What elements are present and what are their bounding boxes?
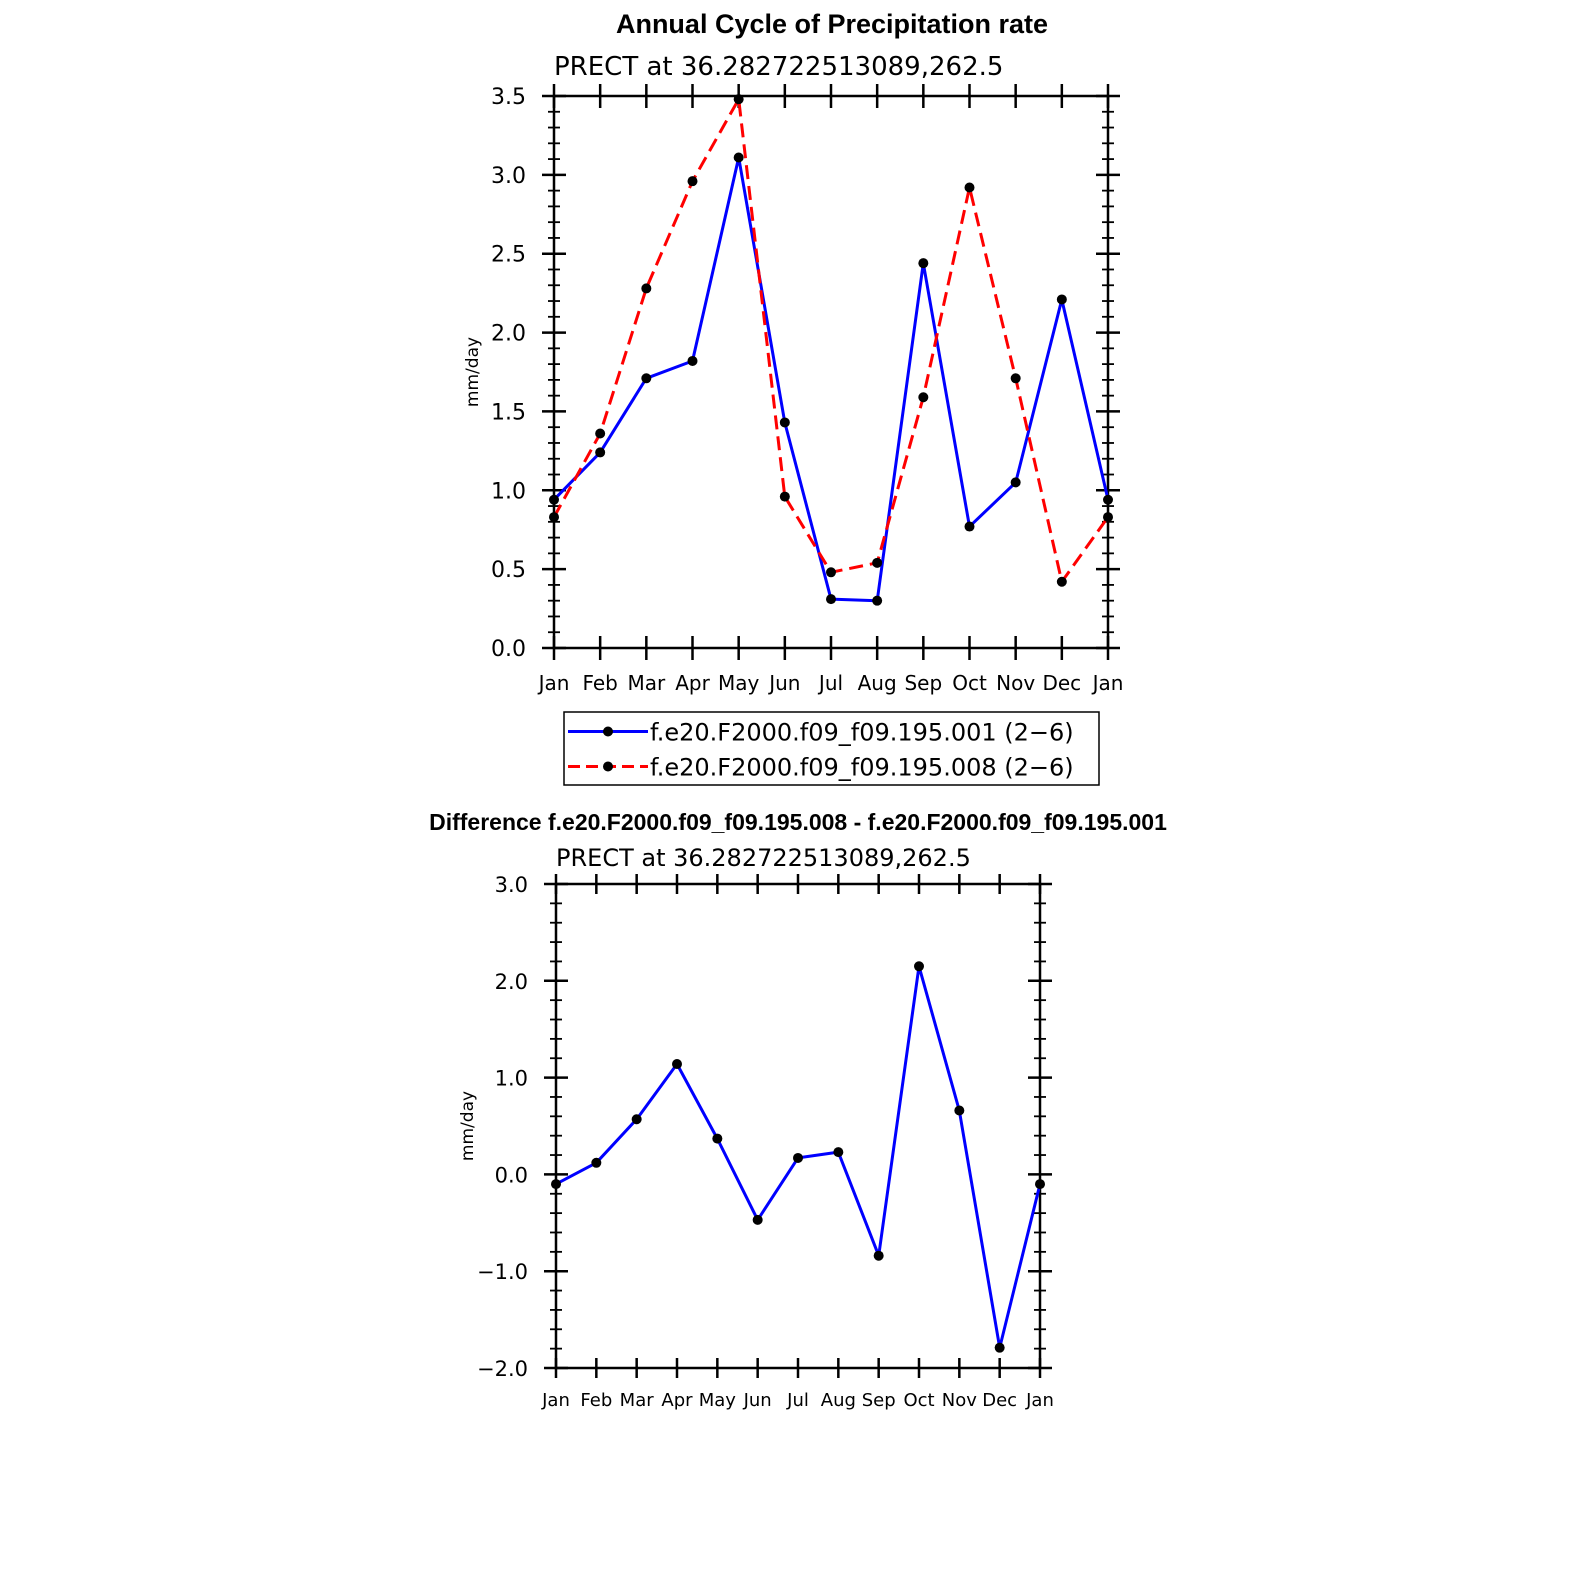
data-point: [733, 94, 744, 105]
data-point: [631, 1114, 642, 1125]
data-point: [752, 1214, 763, 1225]
data-point: [779, 417, 790, 428]
legend-box: [563, 711, 1100, 786]
y-tick-label: 1.0: [495, 1067, 528, 1091]
legend-marker: [603, 761, 613, 772]
x-tick-label: Oct: [903, 1390, 934, 1411]
data-point: [1035, 1179, 1045, 1190]
x-tick-label: May: [699, 1390, 737, 1411]
x-tick-label: Apr: [661, 1390, 693, 1411]
data-point: [918, 258, 929, 269]
chart-subtitle: PRECT at 36.282722513089,262.5: [554, 52, 1003, 82]
data-point: [733, 152, 744, 163]
y-tick-label: 1.0: [491, 479, 526, 504]
x-tick-label: Jan: [1025, 1390, 1054, 1411]
data-point: [591, 1157, 602, 1168]
x-tick-label: May: [718, 671, 760, 695]
legend-marker: [603, 726, 613, 737]
data-point: [1010, 477, 1021, 488]
x-tick-label: Feb: [582, 671, 617, 695]
x-tick-label: Jan: [1091, 671, 1124, 695]
legend-entry-label: f.e20.F2000.f09_f09.195.008 (2−6): [650, 754, 1074, 782]
chart-subtitle: PRECT at 36.282722513089,262.5: [556, 844, 971, 872]
x-tick-label: Jun: [767, 671, 800, 695]
x-tick-label: Mar: [620, 1390, 655, 1411]
data-point: [549, 512, 559, 523]
data-point: [1056, 294, 1067, 305]
y-tick-label: 2.0: [491, 322, 526, 347]
x-tick-label: Aug: [821, 1390, 856, 1411]
y-tick-label: 0.5: [491, 558, 526, 583]
x-tick-label: Mar: [627, 671, 666, 695]
data-point: [595, 428, 606, 439]
data-point: [826, 594, 836, 605]
data-point: [641, 373, 652, 384]
x-tick-label: Aug: [858, 671, 897, 695]
data-point: [641, 283, 652, 294]
y-tick-label: 2.0: [495, 970, 528, 994]
chart-difference: Difference f.e20.F2000.f09_f09.195.008 -…: [429, 809, 1167, 1411]
y-axis-label: mm/day: [463, 337, 483, 407]
data-point: [826, 567, 836, 578]
x-tick-label: Feb: [580, 1390, 612, 1411]
x-tick-label: Jan: [541, 1390, 570, 1411]
y-tick-label: 1.5: [491, 400, 526, 425]
data-point: [551, 1179, 561, 1190]
plot-frame: [552, 94, 1110, 650]
x-tick-label: Jul: [817, 671, 843, 695]
data-point: [687, 176, 698, 187]
x-tick-label: Sep: [862, 1390, 896, 1411]
y-tick-label: −1.0: [477, 1260, 528, 1284]
x-tick-label: Dec: [1042, 671, 1081, 695]
y-tick-label: 2.5: [491, 243, 526, 268]
data-point: [1010, 373, 1021, 384]
x-tick-label: Jul: [786, 1390, 809, 1411]
y-tick-label: 3.0: [491, 164, 526, 189]
data-point: [873, 1250, 884, 1261]
data-point: [1103, 512, 1113, 523]
y-tick-label: 0.0: [495, 1163, 528, 1187]
data-point: [872, 595, 883, 606]
y-axis-label: mm/day: [458, 1091, 478, 1161]
data-point: [918, 392, 929, 403]
x-tick-label: Nov: [942, 1390, 977, 1411]
data-point: [712, 1133, 723, 1144]
chart-title: Annual Cycle of Precipitation rate: [616, 9, 1048, 39]
data-point: [833, 1147, 844, 1158]
legend-entry-label: f.e20.F2000.f09_f09.195.001 (2−6): [650, 719, 1074, 747]
data-point: [595, 447, 606, 458]
data-point: [1056, 576, 1067, 587]
x-tick-label: Sep: [904, 671, 942, 695]
x-tick-label: Nov: [996, 671, 1035, 695]
data-point: [1103, 494, 1113, 505]
x-tick-label: Jun: [743, 1390, 772, 1411]
x-tick-label: Jan: [537, 671, 570, 695]
y-tick-label: 0.0: [491, 637, 526, 662]
series-line: [552, 156, 1110, 603]
chart-annual-cycle: Annual Cycle of Precipitation rate PRECT …: [463, 9, 1124, 786]
data-point: [793, 1152, 803, 1163]
x-tick-label: Oct: [952, 671, 987, 695]
y-tick-label: −2.0: [477, 1357, 528, 1381]
data-point: [672, 1059, 682, 1070]
data-point: [954, 1105, 965, 1116]
data-point: [914, 961, 924, 972]
data-point: [549, 494, 559, 505]
chart-title: Difference f.e20.F2000.f09_f09.195.008 -…: [429, 809, 1167, 835]
data-point: [994, 1342, 1005, 1353]
data-point: [872, 557, 883, 568]
x-tick-label: Apr: [675, 671, 710, 695]
y-tick-label: 3.0: [495, 873, 528, 897]
data-point: [687, 355, 698, 366]
x-tick-label: Dec: [982, 1390, 1017, 1411]
series-line: [552, 97, 1110, 584]
data-point: [779, 491, 790, 502]
y-tick-label: 3.5: [491, 85, 526, 110]
data-point: [964, 521, 975, 532]
data-point: [964, 182, 975, 193]
